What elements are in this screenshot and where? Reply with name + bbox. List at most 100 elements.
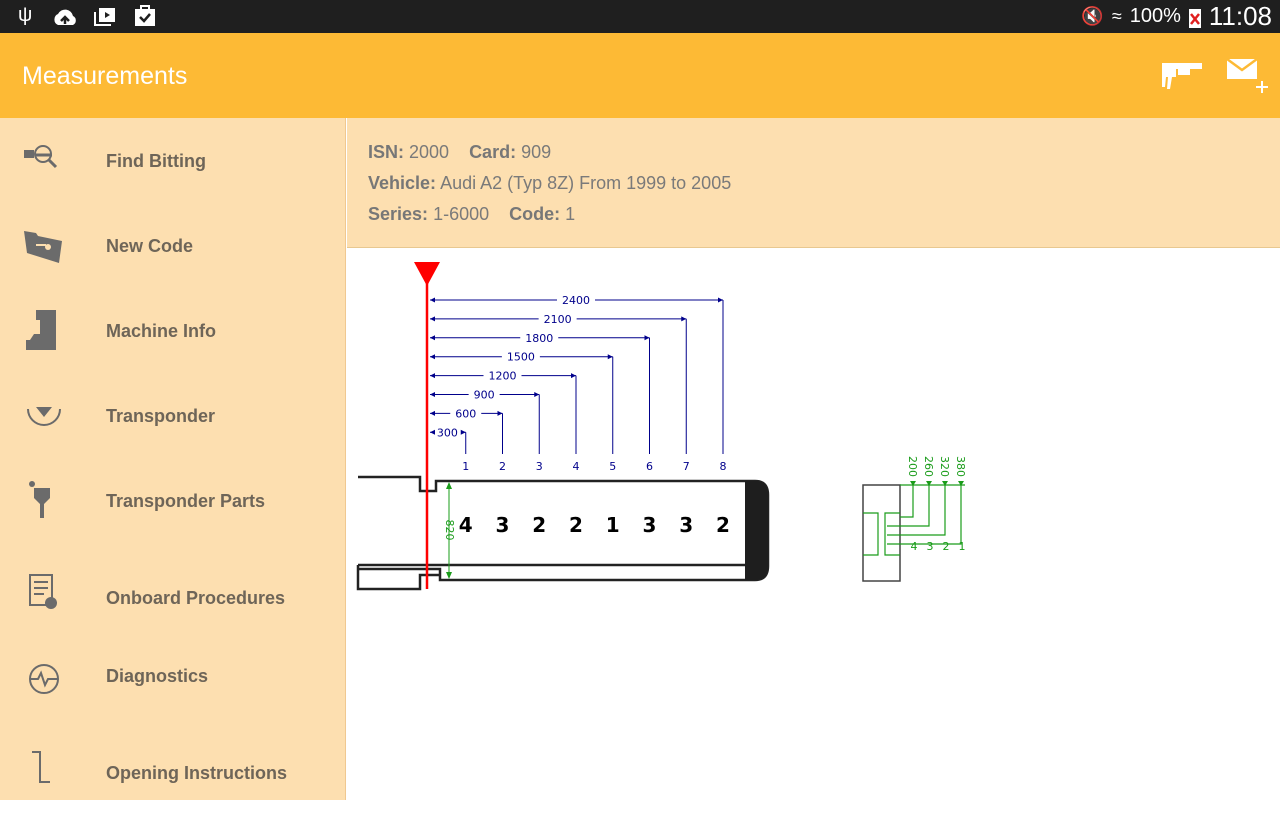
- battery-icon: [1188, 8, 1201, 28]
- cut-number: 1: [462, 460, 469, 473]
- task-check-icon: [135, 5, 155, 26]
- wifi-icon: ≈: [1111, 6, 1122, 26]
- blade-width-label: 820: [443, 520, 456, 541]
- machine-icon: [26, 310, 56, 350]
- sidebar-item-find-bitting[interactable]: Find Bitting: [0, 118, 346, 203]
- depth-arrow: [926, 481, 932, 486]
- sidebar-item-label: New Code: [106, 235, 194, 256]
- depth-profile: [862, 484, 901, 582]
- sidebar-item-label: Opening Instructions: [106, 763, 288, 783]
- sidebar-item-label: Transponder Parts: [106, 490, 266, 511]
- series-label: Series:: [368, 204, 429, 224]
- cut-dimension: 300 1: [430, 426, 469, 473]
- cut-number: 2: [499, 460, 506, 473]
- depth-arrow: [910, 481, 916, 486]
- cut-number: 4: [573, 460, 580, 473]
- bitting-digit: 3: [643, 513, 657, 537]
- isn-label: ISN:: [368, 142, 404, 162]
- battery-percent: 100%: [1129, 5, 1181, 27]
- cut-dimension: 900 3: [430, 389, 543, 473]
- bitting-digit: 1: [606, 513, 620, 537]
- depth-value: 320: [938, 456, 951, 477]
- usb-icon: ψ: [18, 4, 33, 26]
- vehicle-label: Vehicle:: [368, 173, 437, 193]
- cut-number: 8: [720, 460, 727, 473]
- depth-number: 4: [911, 540, 918, 553]
- media-icon: [94, 8, 115, 26]
- sidebar-item-onboard-procedures[interactable]: Onboard Procedures: [0, 543, 346, 653]
- depth-line: [887, 485, 962, 545]
- cut-number: 3: [536, 460, 543, 473]
- key-tip: [745, 481, 768, 580]
- cut-number: 5: [609, 460, 616, 473]
- sidebar-item-opening-instructions[interactable]: Opening Instructions: [0, 718, 346, 828]
- bitting-digit: 4: [459, 513, 473, 537]
- opening-icon: [32, 751, 50, 783]
- cloud-upload-icon: [54, 9, 76, 25]
- key-info-panel: ISN: 2000 Card: 909 Vehicle: Audi A2 (Typ…: [347, 118, 1280, 248]
- depth-value: 200: [906, 456, 919, 477]
- sidebar-item-label: Machine Info: [106, 320, 217, 341]
- cut-dimension: 600 2: [430, 407, 506, 473]
- sidebar-item-transponder-parts[interactable]: Transponder Parts: [0, 458, 346, 543]
- cut-dimension: 2100 7: [430, 313, 690, 473]
- sidebar-item-machine-info[interactable]: Machine Info: [0, 288, 346, 373]
- series-value: 1-6000: [433, 204, 490, 224]
- code-label: Code:: [509, 204, 561, 224]
- transponder-parts-icon: [29, 481, 50, 518]
- sidebar-item-label: Diagnostics: [106, 665, 209, 686]
- caliper-icon[interactable]: [1158, 55, 1206, 95]
- cut-dimension: 2400 8: [430, 294, 727, 473]
- depth-line: [900, 485, 914, 518]
- isn-value: 2000: [409, 142, 450, 162]
- cut-dimension: 1800 6: [430, 332, 653, 473]
- card-value: 909: [521, 142, 552, 162]
- cut-number: 7: [683, 460, 690, 473]
- cut-dimension: 1500 5: [430, 351, 616, 473]
- depth-item: 380 1: [887, 456, 967, 553]
- cut-number: 6: [646, 460, 653, 473]
- transponder-icon: [27, 407, 61, 426]
- checklist-icon: [29, 574, 57, 609]
- depth-arrow: [942, 481, 948, 486]
- sidebar-item-diagnostics[interactable]: Diagnostics: [0, 633, 346, 718]
- key-blade-outline: [356, 475, 770, 591]
- find-bitting-icon: [24, 145, 58, 169]
- diagnostics-icon: [29, 664, 59, 694]
- sidebar-item-label: Transponder: [106, 405, 216, 426]
- page-title: Measurements: [22, 62, 188, 90]
- email-add-icon[interactable]: [1224, 55, 1272, 95]
- sidebar-item-transponder[interactable]: Transponder: [0, 373, 346, 458]
- sidebar-item-label: Find Bitting: [106, 150, 206, 171]
- mute-icon: 🔇: [1081, 6, 1104, 26]
- folder-key-icon: [24, 231, 62, 263]
- depth-value: 380: [954, 456, 967, 477]
- depth-arrow: [958, 481, 964, 486]
- cut-position-label: 900: [474, 389, 495, 402]
- sidebar-item-label: Onboard Procedures: [106, 588, 286, 608]
- sidebar-item-new-code[interactable]: New Code: [0, 203, 346, 288]
- depth-item: 320 2: [887, 456, 951, 553]
- cut-position-label: 1800: [525, 332, 553, 345]
- bitting-digit: 2: [569, 513, 583, 537]
- depth-number: 2: [943, 540, 950, 553]
- stop-marker: [414, 262, 440, 286]
- cut-position-label: 600: [455, 407, 476, 420]
- cut-position-label: 2400: [562, 294, 590, 307]
- bitting-digit: 2: [716, 513, 730, 537]
- app-bar: Measurements: [0, 33, 1280, 118]
- depth-line: [887, 485, 946, 536]
- bitting-digit: 3: [496, 513, 510, 537]
- sidebar: Find Bitting New Code Machine Info Trans…: [0, 118, 346, 800]
- vehicle-value: Audi A2 (Typ 8Z) From 1999 to 2005: [440, 173, 732, 193]
- code-value: 1: [565, 204, 576, 224]
- depth-value: 260: [922, 456, 935, 477]
- depth-number: 1: [959, 540, 966, 553]
- cut-dimension: 1200 4: [430, 370, 580, 473]
- cut-position-label: 1200: [489, 370, 517, 383]
- bitting-digit: 2: [532, 513, 546, 537]
- cut-position-label: 2100: [544, 313, 572, 326]
